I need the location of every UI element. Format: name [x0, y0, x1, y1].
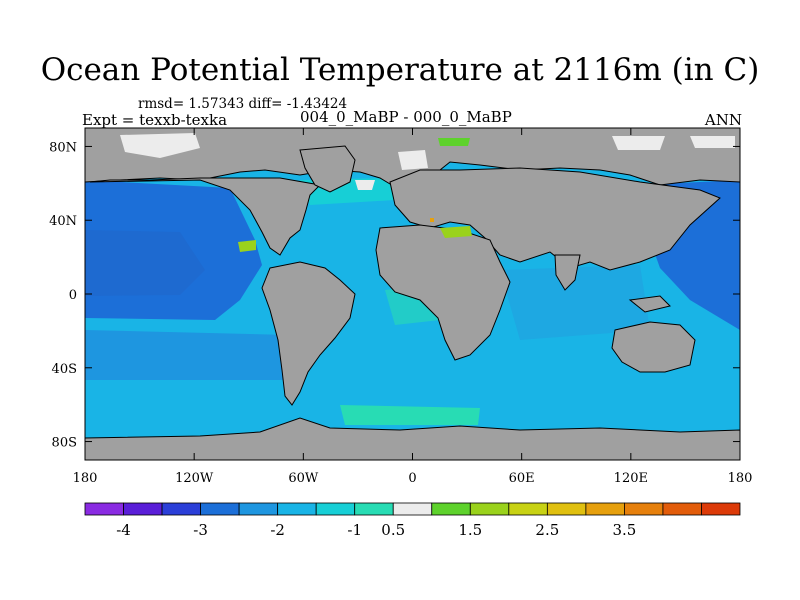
- land-australia: [611, 321, 696, 373]
- colorbar-swatch: [161, 502, 201, 516]
- colorbar-swatch: [585, 502, 625, 516]
- colorbar-label: -1: [347, 521, 362, 539]
- colorbar-label: 3.5: [612, 521, 636, 539]
- colorbar-swatch: [238, 502, 279, 516]
- colorbar-swatch: [84, 502, 124, 516]
- season-label: ANN: [704, 111, 742, 129]
- colorbar-label: 0.5: [381, 521, 405, 539]
- land-north-america: [89, 177, 322, 256]
- colorbar-swatch: [469, 502, 510, 516]
- colorbar-swatch: [277, 502, 317, 516]
- lon-tick-label: 120W: [175, 471, 214, 486]
- colorbar: -4 -3 -2 -1 0.5 1.5 2.5 3.5: [84, 502, 741, 539]
- lon-tick-label: 180: [728, 471, 753, 486]
- ocean-pacific-core-anomaly: [85, 230, 205, 296]
- colorbar-swatch: [508, 502, 548, 516]
- colorbar-swatch: [392, 502, 433, 516]
- lon-tick-label: 120E: [614, 471, 648, 486]
- land-south-america: [261, 261, 356, 406]
- colorbar-swatch: [200, 502, 240, 516]
- ocean-southern-anomaly: [340, 405, 480, 425]
- colorbar-label: 2.5: [535, 521, 559, 539]
- land-antarctica: [85, 417, 740, 460]
- colorbar-label: -3: [193, 521, 208, 539]
- lon-tick-label: 180: [73, 471, 98, 486]
- colorbar-swatch: [546, 502, 587, 516]
- lat-tick-label: 0: [69, 288, 77, 303]
- lat-tick-label: 80N: [49, 140, 77, 155]
- land-greenland: [299, 145, 356, 193]
- land-india: [554, 254, 581, 291]
- colorbar-swatch: [315, 502, 356, 516]
- land-masses: [85, 128, 740, 460]
- lon-tick-label: 60W: [288, 471, 319, 486]
- lat-tick-label: 40S: [52, 362, 77, 377]
- colorbar-swatch: [701, 502, 741, 516]
- lon-tick-label: 0: [408, 471, 416, 486]
- experiment-label: Expt = texxb-texka: [82, 111, 228, 129]
- stats-label: rmsd= 1.57343 diff= -1.43424: [138, 96, 348, 112]
- positive-anomaly-patches: [238, 138, 472, 252]
- colorbar-swatch: [624, 502, 664, 516]
- lat-tick-label: 40N: [49, 214, 77, 229]
- colorbar-swatch: [662, 502, 702, 516]
- lat-tick-label: 80S: [52, 436, 77, 451]
- land-africa: [375, 224, 511, 361]
- colorbar-label: 1.5: [458, 521, 482, 539]
- land-indonesia: [628, 295, 671, 313]
- case-label: 004_0_MaBP - 000_0_MaBP: [300, 108, 512, 126]
- colorbar-swatch: [431, 502, 471, 516]
- colorbar-swatch: [354, 502, 394, 516]
- colorbar-label: -4: [116, 521, 131, 539]
- ocean-indian-anomaly: [500, 265, 650, 340]
- land-eurasia: [389, 167, 721, 271]
- lat-axis: 80N 40N 0 40S 80S: [49, 140, 740, 451]
- zero-anomaly-patches: [120, 133, 735, 190]
- lon-axis: 180 120W 60W 0 60E 120E 180: [73, 128, 753, 486]
- map-field: [85, 128, 740, 460]
- colorbar-label: -2: [270, 521, 285, 539]
- page-title: Ocean Potential Temperature at 2116m (in…: [40, 52, 760, 88]
- ocean-south-pacific-anomaly: [85, 330, 300, 380]
- colorbar-swatch: [123, 502, 163, 516]
- lon-tick-label: 60E: [509, 471, 535, 486]
